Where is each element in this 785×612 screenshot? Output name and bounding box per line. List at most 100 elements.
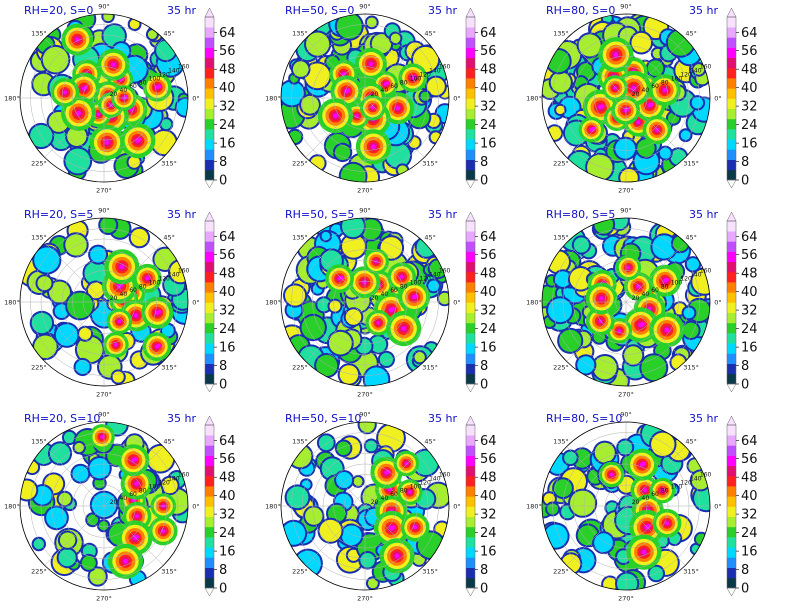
panel-lead-time: 35 hr (689, 208, 718, 221)
colorbar-segment (466, 302, 475, 313)
angular-tick-label: 0° (192, 299, 199, 307)
colorbar-max-arrow (465, 211, 476, 222)
colorbar-segment (466, 37, 475, 48)
hotspot-core (135, 534, 139, 539)
hotspot-core (600, 104, 605, 109)
radial-tick-label: 120 (158, 275, 170, 282)
field-cell (367, 578, 378, 589)
field-cell (341, 525, 362, 546)
radial-tick-label: 40 (642, 291, 650, 298)
angular-grid-line (566, 505, 627, 566)
hotspot-mark (613, 86, 617, 90)
colorbar-tick-label: 64 (480, 26, 497, 41)
colorbar-max-arrow (726, 7, 737, 18)
radial-tick-label: 100 (410, 75, 422, 82)
colorbar-segment (466, 118, 475, 130)
radial-tick-label: 160 (439, 268, 451, 275)
hotspot-core (339, 275, 344, 280)
colorbar-tick-label: 0 (219, 582, 227, 597)
hotspot-core (133, 457, 138, 462)
colorbar-segment (466, 139, 475, 150)
angular-tick-label: 225° (31, 364, 47, 372)
colorbar-tick-label: 32 (480, 508, 497, 523)
colorbar-segment (466, 57, 475, 69)
colorbar-segment (466, 526, 475, 538)
field-cell (637, 139, 655, 157)
colorbar-min-arrow (204, 587, 215, 597)
radial-tick-label: 20 (110, 295, 118, 302)
colorbar-segment (727, 282, 736, 293)
colorbar-tick-label: 24 (741, 322, 758, 337)
radial-tick-label: 20 (371, 499, 379, 506)
colorbar-segment (727, 547, 736, 558)
angular-grid-line (364, 301, 425, 362)
hotspot-core (649, 102, 654, 107)
colorbar-tick-label: 64 (219, 434, 236, 449)
angular-grid-line (364, 242, 425, 303)
angular-tick-label: 45° (685, 29, 697, 37)
colorbar-frame (465, 424, 476, 589)
angular-tick-label: 225° (31, 568, 47, 576)
colorbar-tick-label: 48 (480, 63, 497, 78)
angular-tick-label: 45° (424, 437, 436, 445)
colorbar-segment (205, 496, 214, 507)
colorbar-segment (205, 169, 214, 181)
hotspot-mark (333, 113, 338, 119)
colorbar-tick-label: 16 (480, 137, 497, 152)
angular-tick-label: 45° (424, 233, 436, 241)
angular-tick-label: 270° (357, 391, 373, 399)
colorbar-segment (466, 475, 475, 487)
angular-tick-label: 315° (422, 160, 438, 168)
polar-panel: 20 40 60 80 100 120 140 160 90° 45° 0° 315° 270° 225°… (522, 204, 783, 408)
radial-tick-label: 80 (139, 487, 147, 494)
colorbar-segment (727, 322, 736, 334)
colorbar-tick-label: 64 (219, 26, 236, 41)
colorbar-tick-label: 56 (741, 44, 758, 59)
hotspot-mark (123, 558, 128, 564)
hotspot-core (157, 309, 162, 314)
hotspot-core (386, 469, 391, 474)
colorbar-segment (727, 169, 736, 181)
radial-tick-label: 140 (429, 272, 441, 279)
angular-tick-label: 90° (359, 411, 371, 419)
angular-tick-label: 135° (292, 437, 308, 445)
colorbar-tick-label: 24 (480, 526, 497, 541)
colorbar-segment (466, 547, 475, 558)
colorbar-tick-label: 24 (219, 118, 236, 133)
polar-frame (541, 217, 711, 387)
field-cell (336, 472, 353, 488)
field-cell (67, 292, 93, 319)
angular-grid-line (566, 301, 627, 362)
field-cell (74, 442, 84, 453)
field-cell (555, 271, 571, 287)
colorbar-segment (466, 221, 475, 232)
field-cell (87, 282, 104, 299)
field-cell (84, 261, 108, 285)
colorbar-segment (466, 78, 475, 89)
angular-grid-line (305, 446, 366, 507)
radial-tick-label: 80 (400, 283, 408, 290)
colorbar-segment (727, 241, 736, 252)
colorbar-tick-label: 40 (480, 489, 497, 504)
polar-panel: 20 40 60 80 100 120 140 160 90° 45° 0° 315° 270° 225°… (261, 204, 522, 408)
colorbar-segment (205, 435, 214, 446)
colorbar-tick-label: 40 (741, 285, 758, 300)
colorbar-segment (466, 251, 475, 263)
hotspot-mark (368, 61, 374, 67)
field-cell (58, 492, 71, 506)
colorbar-segment (727, 118, 736, 130)
colorbar-tick-label: 16 (219, 137, 236, 152)
radial-tick-label: 60 (390, 287, 398, 294)
colorbar-segment (205, 139, 214, 150)
colorbar-tick-label: 0 (741, 378, 749, 393)
field-cell (59, 532, 76, 548)
colorbar-segment (205, 333, 214, 344)
colorbar-segment (466, 353, 475, 364)
hotspot-mark (117, 319, 122, 324)
angular-tick-label: 0° (714, 503, 721, 511)
field-cell (559, 329, 582, 352)
angular-tick-label: 225° (553, 160, 569, 168)
colorbar-tick-label: 56 (480, 44, 497, 59)
colorbar-tick-label: 48 (480, 471, 497, 486)
radial-tick-label: 140 (168, 476, 180, 483)
